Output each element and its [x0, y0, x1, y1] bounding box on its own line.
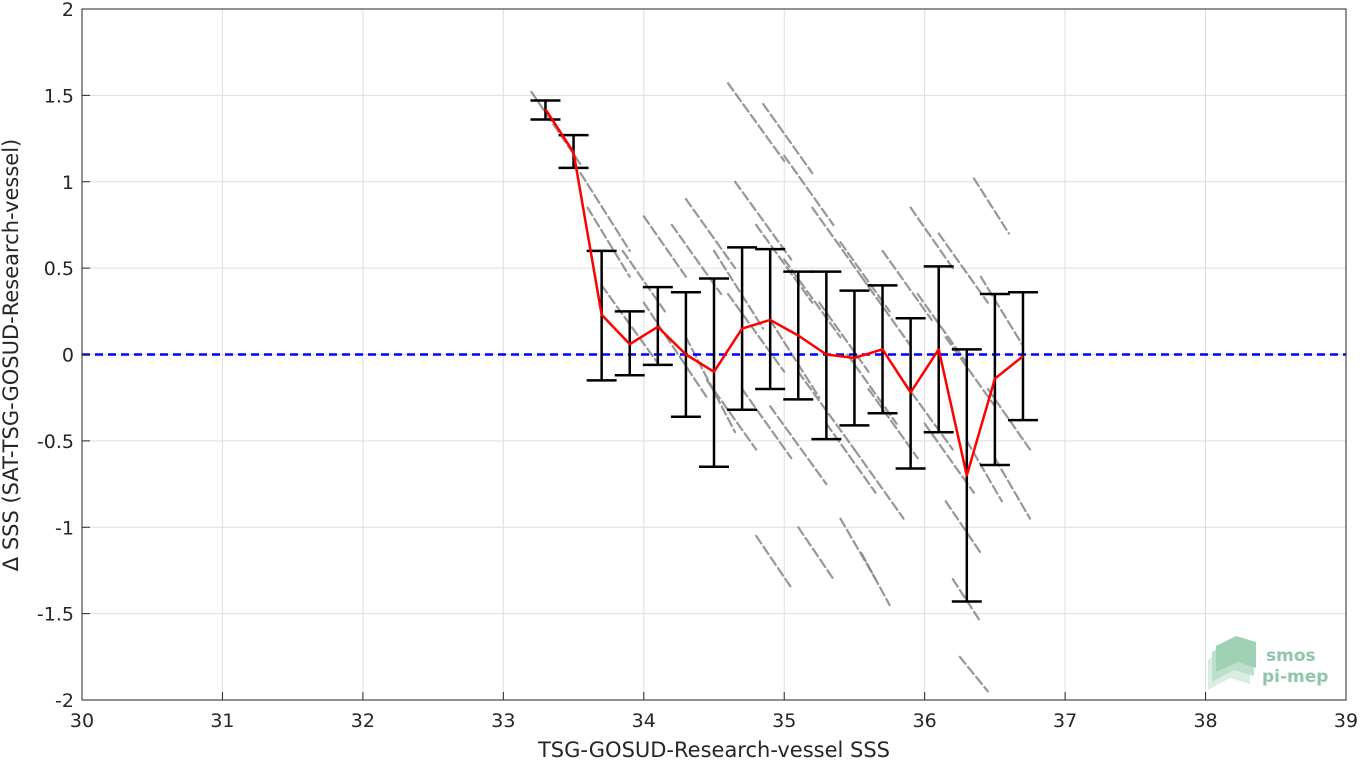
logo-emblem	[1208, 636, 1256, 690]
x-tick-label: 32	[351, 710, 375, 732]
x-tick-label: 33	[491, 710, 515, 732]
scatter-point-streak	[797, 526, 835, 581]
y-tick-label: -0.5	[37, 431, 74, 453]
x-tick-label: 38	[1193, 710, 1217, 732]
binned-mean-line	[544, 108, 1024, 477]
y-axis-title: Δ SSS (SAT-TSG-GOSUD-Research-vessel)	[0, 139, 23, 571]
x-axis-title: TSG-GOSUD-Research-vessel SSS	[537, 738, 890, 762]
scatter-point-streak	[755, 534, 793, 589]
y-tick-labels: -2 -1.5 -1 -0.5 0 0.5 1 1.5 2	[37, 0, 90, 712]
scatter-point-streak	[762, 102, 814, 175]
scatter-point-streak	[860, 552, 891, 607]
scatter-point-streak	[972, 177, 1011, 235]
y-tick-label: 0	[62, 345, 74, 367]
scatter-point-streak	[769, 405, 828, 486]
y-tick-label: 0.5	[44, 258, 74, 280]
x-tick-label: 31	[210, 710, 234, 732]
scatter-point-streak	[958, 655, 989, 693]
scatter-point-streak	[937, 232, 989, 304]
smos-pi-mep-logo: smos pi-mep	[1208, 636, 1328, 690]
scatter-point-streak	[993, 457, 1032, 520]
x-tick-label: 36	[913, 710, 937, 732]
scatter-point-streak	[769, 318, 821, 399]
scatter-point-streak	[860, 275, 912, 347]
x-tick-label: 34	[632, 710, 656, 732]
y-tick-label: 2	[62, 0, 74, 21]
scatter-point-streak	[726, 82, 786, 163]
scatter-point-streak	[783, 154, 835, 227]
scatter-point-streak	[684, 197, 737, 270]
logo-text-line2: pi-mep	[1262, 667, 1328, 687]
scatter-point-streak	[944, 500, 982, 555]
y-tick-label: 1.5	[44, 85, 74, 107]
y-tick-label: 1	[62, 172, 74, 194]
logo-text-line1: smos	[1266, 646, 1316, 666]
scatter-point-streak	[853, 448, 905, 520]
x-tick-label: 35	[772, 710, 796, 732]
error-bar	[1007, 291, 1038, 422]
scatter-point-streak	[755, 223, 814, 304]
scatter-point-streak	[740, 387, 793, 460]
y-tick-label: -1	[55, 517, 74, 539]
mean-line-layer	[544, 108, 1024, 477]
y-tick-label: -2	[55, 690, 74, 712]
scatter-point-streak	[825, 422, 877, 494]
x-tick-label: 30	[70, 710, 94, 732]
scatter-point-streak	[726, 292, 786, 373]
x-tick-label: 39	[1334, 710, 1358, 732]
scatter-point-streak	[733, 180, 793, 261]
scatter-point-streak	[909, 206, 954, 270]
x-tick-labels: 30 31 32 33 34 35 36 37 38 39	[70, 692, 1358, 732]
scatter-point-streak	[579, 172, 631, 252]
scatter-point-streak	[642, 215, 688, 278]
scatter-point-streak	[642, 301, 709, 399]
x-tick-label: 37	[1053, 710, 1077, 732]
scatter-point-streak	[586, 206, 631, 278]
scatter-point-streak	[811, 206, 863, 278]
scatter-point-streak	[881, 249, 933, 322]
scatter-point-streak	[965, 439, 1004, 503]
scatter-point-streak	[979, 275, 1025, 347]
y-tick-label: -1.5	[37, 604, 74, 626]
scatter-point-streak	[712, 249, 765, 330]
scatter-point-streak	[916, 292, 968, 365]
